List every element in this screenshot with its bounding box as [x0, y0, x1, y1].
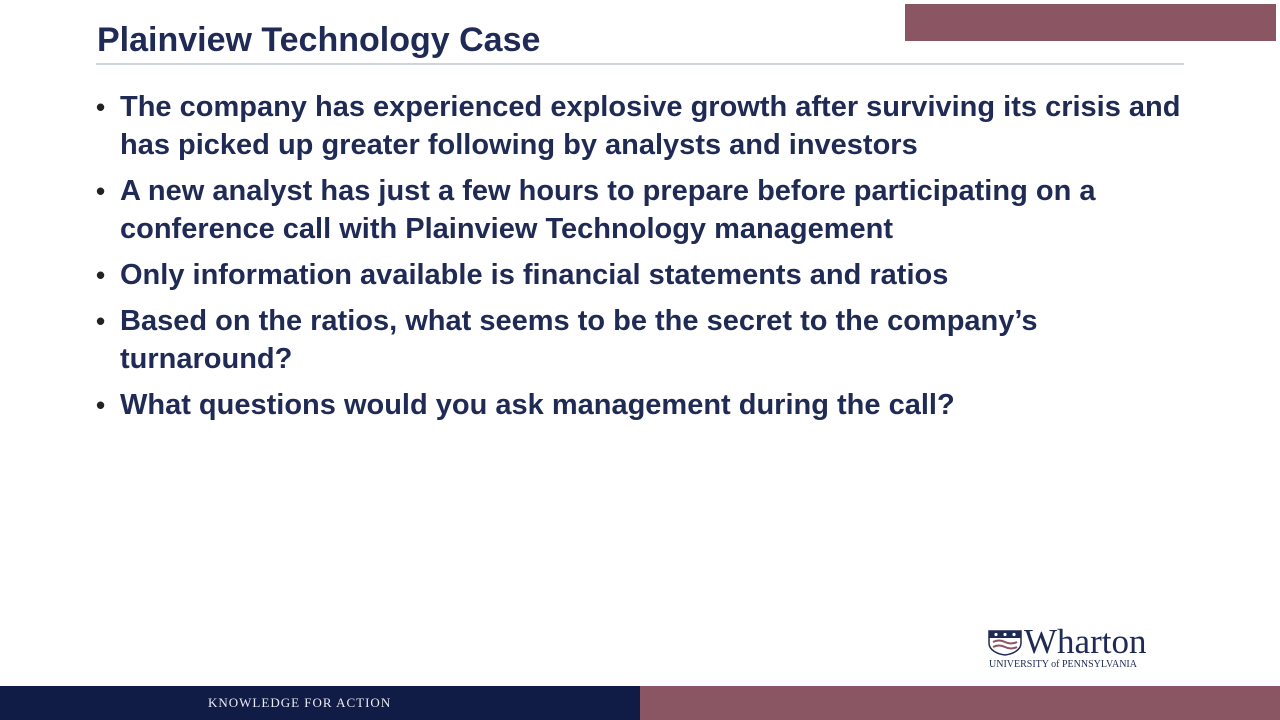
- bullet-text: Based on the ratios, what seems to be th…: [120, 305, 1038, 375]
- bullet-dot-icon: •: [96, 92, 106, 122]
- footer-accent-bar: [640, 686, 1280, 720]
- bullet-item: • Only information available is financia…: [96, 256, 1216, 294]
- footer-tagline: KNOWLEDGE FOR ACTION: [208, 695, 392, 710]
- bullet-dot-icon: •: [96, 176, 106, 206]
- bullet-item: • A new analyst has just a few hours to …: [96, 172, 1216, 248]
- wharton-logo: Wharton UNIVERSITY of PENNSYLVANIA: [988, 622, 1192, 672]
- logo-subtitle: UNIVERSITY of PENNSYLVANIA: [989, 659, 1137, 670]
- bullet-dot-icon: •: [96, 306, 106, 336]
- penn-shield-icon: [988, 630, 1022, 656]
- title-divider: [96, 63, 1184, 65]
- bullet-item: • Based on the ratios, what seems to be …: [96, 302, 1216, 378]
- bullet-dot-icon: •: [96, 390, 106, 420]
- bullet-dot-icon: •: [96, 260, 106, 290]
- bullet-text: What questions would you ask management …: [120, 389, 955, 421]
- bullet-item: • The company has experienced explosive …: [96, 88, 1216, 164]
- header-accent-bar: [905, 4, 1276, 41]
- bullet-text: Only information available is financial …: [120, 259, 949, 291]
- bullet-item: • What questions would you ask managemen…: [96, 386, 1216, 424]
- bullet-text: A new analyst has just a few hours to pr…: [120, 175, 1096, 245]
- bullet-list: • The company has experienced explosive …: [96, 88, 1216, 432]
- logo-wordmark: Wharton: [1024, 622, 1147, 661]
- bullet-text: The company has experienced explosive gr…: [120, 91, 1181, 161]
- footer-bar: KNOWLEDGE FOR ACTION: [0, 686, 640, 720]
- slide-title: Plainview Technology Case: [97, 21, 541, 59]
